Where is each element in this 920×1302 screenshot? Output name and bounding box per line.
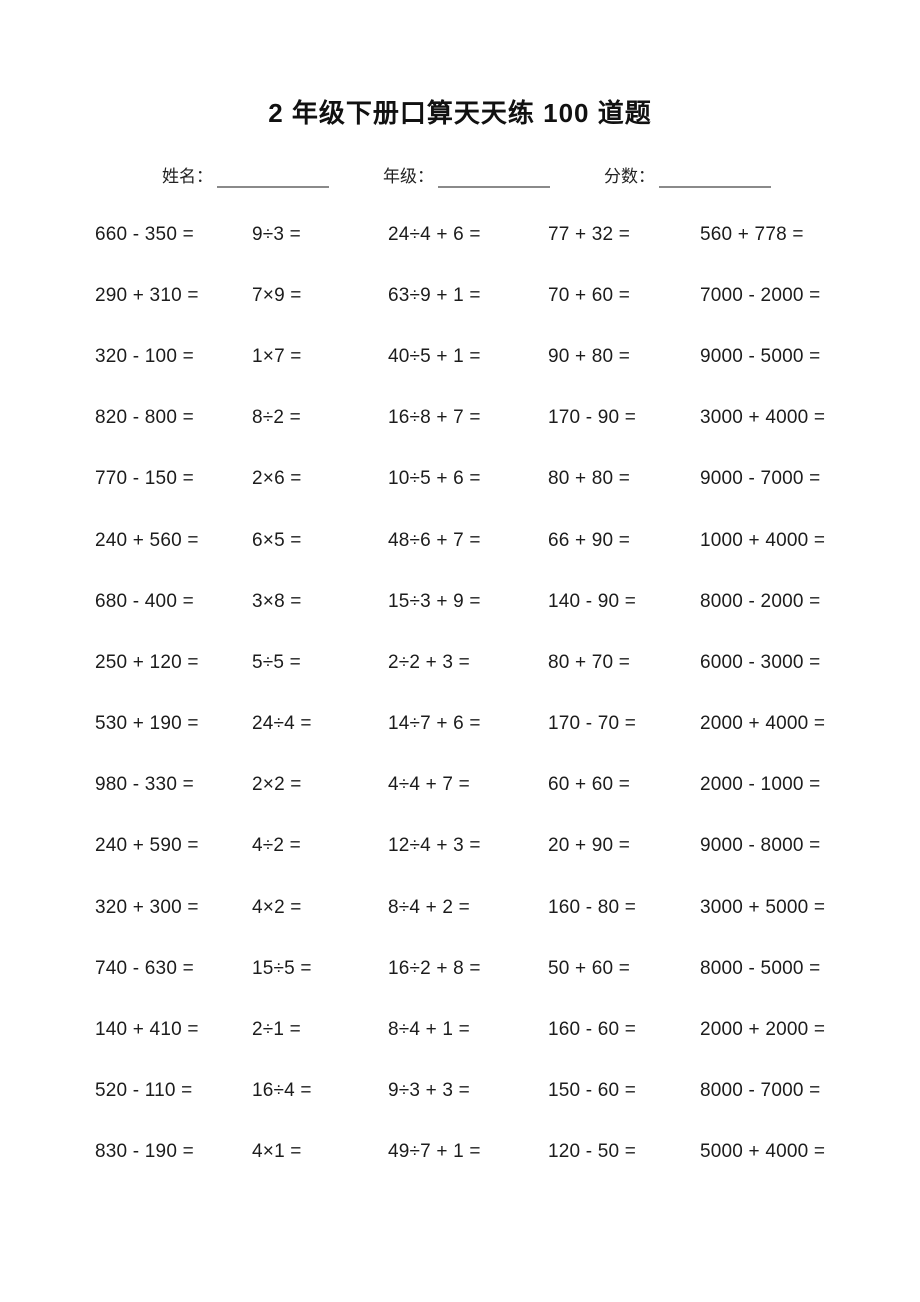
problem-cell: 530 + 190 = — [95, 713, 199, 735]
problem-cell: 8000 - 2000 = — [700, 590, 821, 612]
problem-cell: 6000 - 3000 = — [700, 651, 821, 673]
problem-cell: 250 + 120 = — [95, 651, 199, 673]
problem-cell: 7000 - 2000 = — [700, 284, 821, 306]
problem-cell: 8000 - 7000 = — [700, 1080, 821, 1102]
problem-cell: 9÷3 = — [252, 223, 301, 245]
problem-cell: 5÷5 = — [252, 651, 301, 673]
problem-cell: 2000 + 4000 = — [700, 713, 826, 735]
problem-cell: 120 - 50 = — [548, 1141, 637, 1163]
problem-cell: 320 - 100 = — [95, 345, 194, 367]
name-blank[interactable] — [217, 166, 329, 188]
problem-cell: 4÷4 + 7 = — [388, 774, 470, 796]
score-blank[interactable] — [659, 166, 771, 188]
header-form: 姓名： 年级： 分数： — [162, 166, 782, 188]
problem-cell: 48÷6 + 7 = — [388, 529, 481, 551]
problem-cell: 1000 + 4000 = — [700, 529, 826, 551]
problem-cell: 80 + 80 = — [548, 468, 631, 490]
problem-cell: 16÷4 = — [252, 1080, 312, 1102]
problem-cell: 16÷2 + 8 = — [388, 957, 481, 979]
problem-cell: 24÷4 + 6 = — [388, 223, 481, 245]
problem-cell: 15÷3 + 9 = — [388, 590, 481, 612]
name-field: 姓名： — [162, 166, 329, 188]
problem-cell: 740 - 630 = — [95, 957, 194, 979]
problem-cell: 80 + 70 = — [548, 651, 631, 673]
problem-cell: 770 - 150 = — [95, 468, 194, 490]
problem-cell: 2000 - 1000 = — [700, 774, 821, 796]
problem-cell: 9÷3 + 3 = — [388, 1080, 470, 1102]
score-field: 分数： — [604, 166, 771, 188]
problem-cell: 9000 - 5000 = — [700, 345, 821, 367]
problem-cell: 14÷7 + 6 = — [388, 713, 481, 735]
problem-cell: 170 - 90 = — [548, 407, 637, 429]
problem-cell: 2÷2 + 3 = — [388, 651, 470, 673]
name-label: 姓名： — [162, 167, 213, 186]
problem-cell: 4÷2 = — [252, 835, 301, 857]
problem-cell: 15÷5 = — [252, 957, 312, 979]
problem-cell: 290 + 310 = — [95, 284, 199, 306]
problem-cell: 1×7 = — [252, 345, 302, 367]
problem-cell: 2×6 = — [252, 468, 302, 490]
problem-cell: 3000 + 4000 = — [700, 407, 826, 429]
problem-cell: 49÷7 + 1 = — [388, 1141, 481, 1163]
problem-cell: 8÷4 + 1 = — [388, 1019, 470, 1041]
problem-cell: 40÷5 + 1 = — [388, 345, 481, 367]
problem-cell: 150 - 60 = — [548, 1080, 637, 1102]
problem-cell: 140 - 90 = — [548, 590, 637, 612]
problem-cell: 820 - 800 = — [95, 407, 194, 429]
problem-cell: 2÷1 = — [252, 1019, 301, 1041]
grade-label: 年级： — [383, 167, 434, 186]
problem-cell: 160 - 80 = — [548, 896, 637, 918]
problem-cell: 980 - 330 = — [95, 774, 194, 796]
problem-cell: 4×1 = — [252, 1141, 302, 1163]
problem-cell: 3000 + 5000 = — [700, 896, 826, 918]
problem-cell: 240 + 560 = — [95, 529, 199, 551]
problem-cell: 12÷4 + 3 = — [388, 835, 481, 857]
problem-cell: 9000 - 7000 = — [700, 468, 821, 490]
problem-cell: 66 + 90 = — [548, 529, 631, 551]
problems-grid: 660 - 350 = 9÷3 = 24÷4 + 6 = 77 + 32 = 560 +… — [95, 204, 825, 1183]
problem-cell: 660 - 350 = — [95, 223, 194, 245]
problem-cell: 70 + 60 = — [548, 284, 631, 306]
problem-cell: 8000 - 5000 = — [700, 957, 821, 979]
problem-cell: 3×8 = — [252, 590, 302, 612]
problem-cell: 2×2 = — [252, 774, 302, 796]
problem-cell: 5000 + 4000 = — [700, 1141, 826, 1163]
problem-cell: 560 + 778 = — [700, 223, 804, 245]
problem-cell: 9000 - 8000 = — [700, 835, 821, 857]
problem-cell: 90 + 80 = — [548, 345, 631, 367]
problem-cell: 830 - 190 = — [95, 1141, 194, 1163]
problem-cell: 63÷9 + 1 = — [388, 284, 481, 306]
page-title: 2 年级下册口算天天练 100 道题 — [268, 98, 652, 128]
problem-cell: 520 - 110 = — [95, 1080, 193, 1102]
problem-cell: 60 + 60 = — [548, 774, 631, 796]
problem-cell: 2000 + 2000 = — [700, 1019, 826, 1041]
problem-cell: 77 + 32 = — [548, 223, 631, 245]
problem-cell: 50 + 60 = — [548, 957, 631, 979]
problem-cell: 8÷2 = — [252, 407, 301, 429]
problem-cell: 7×9 = — [252, 284, 302, 306]
problem-cell: 6×5 = — [252, 529, 302, 551]
problem-cell: 240 + 590 = — [95, 835, 199, 857]
score-label: 分数： — [604, 167, 655, 186]
problem-cell: 8÷4 + 2 = — [388, 896, 470, 918]
problem-cell: 4×2 = — [252, 896, 302, 918]
grade-blank[interactable] — [438, 166, 550, 188]
problem-cell: 170 - 70 = — [548, 713, 637, 735]
problem-cell: 680 - 400 = — [95, 590, 194, 612]
problem-cell: 24÷4 = — [252, 713, 312, 735]
problem-cell: 10÷5 + 6 = — [388, 468, 481, 490]
problem-cell: 160 - 60 = — [548, 1019, 637, 1041]
problem-cell: 320 + 300 = — [95, 896, 199, 918]
problem-cell: 140 + 410 = — [95, 1019, 199, 1041]
problem-cell: 20 + 90 = — [548, 835, 631, 857]
grade-field: 年级： — [383, 166, 550, 188]
problem-cell: 16÷8 + 7 = — [388, 407, 481, 429]
